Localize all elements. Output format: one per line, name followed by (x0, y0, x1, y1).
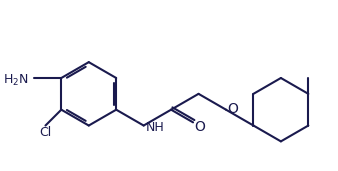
Text: NH: NH (146, 121, 165, 134)
Text: O: O (228, 102, 239, 116)
Text: H$_2$N: H$_2$N (3, 73, 28, 88)
Text: O: O (195, 120, 206, 134)
Text: Cl: Cl (39, 126, 52, 139)
